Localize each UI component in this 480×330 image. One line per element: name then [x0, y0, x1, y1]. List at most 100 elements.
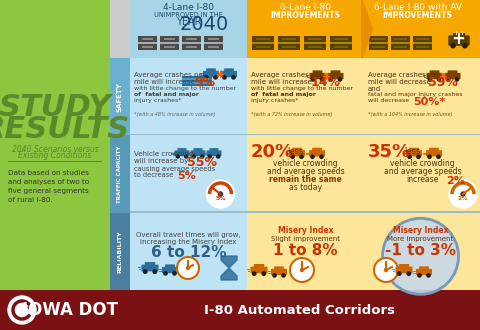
Circle shape: [184, 155, 187, 158]
Circle shape: [172, 272, 176, 275]
Text: with little change to the number: with little change to the number: [134, 86, 236, 91]
Text: 2040 Scenarios versus: 2040 Scenarios versus: [12, 145, 98, 153]
Circle shape: [262, 272, 265, 275]
Text: Existing Conditions: Existing Conditions: [18, 151, 91, 160]
Text: 5%: 5%: [177, 171, 195, 181]
Text: +: +: [451, 30, 465, 48]
Polygon shape: [361, 0, 371, 58]
Bar: [110, 135, 130, 213]
Text: 9%: 9%: [193, 76, 215, 89]
Text: and analyses of two to: and analyses of two to: [8, 179, 89, 185]
Text: UNIMPROVED IN THE: UNIMPROVED IN THE: [154, 12, 222, 18]
FancyBboxPatch shape: [162, 267, 178, 273]
Text: 5%: 5%: [215, 196, 226, 202]
FancyBboxPatch shape: [206, 68, 216, 73]
Circle shape: [373, 258, 397, 282]
Bar: [255, 46, 269, 48]
Bar: [390, 36, 409, 50]
Circle shape: [416, 155, 419, 158]
Text: *(with a 48% increase in volume): *(with a 48% increase in volume): [134, 112, 215, 117]
Bar: [204, 36, 223, 50]
Circle shape: [384, 269, 387, 272]
Circle shape: [450, 44, 454, 48]
Text: increase: increase: [406, 176, 438, 184]
Text: of  fatal and major: of fatal and major: [251, 92, 315, 97]
Circle shape: [143, 270, 147, 273]
Circle shape: [337, 78, 341, 81]
Text: fatal and major injury crashes: fatal and major injury crashes: [367, 92, 462, 97]
Bar: [110, 58, 130, 135]
Bar: [181, 76, 212, 86]
Bar: [371, 46, 384, 48]
Circle shape: [222, 76, 226, 79]
Bar: [277, 42, 300, 44]
Text: YEAR: YEAR: [175, 17, 201, 27]
Text: Overall travel times will grow,: Overall travel times will grow,: [136, 232, 240, 238]
Text: SAFETY: SAFETY: [117, 82, 123, 112]
Text: 55%: 55%: [187, 155, 216, 169]
Text: will increase by: will increase by: [134, 158, 188, 164]
FancyBboxPatch shape: [426, 73, 442, 79]
FancyBboxPatch shape: [330, 70, 340, 75]
Text: 2%: 2%: [445, 176, 465, 186]
FancyBboxPatch shape: [144, 262, 155, 267]
Circle shape: [177, 257, 199, 279]
Bar: [0, 290, 480, 330]
Bar: [181, 78, 212, 80]
Bar: [252, 36, 274, 50]
Bar: [277, 36, 300, 50]
Circle shape: [272, 274, 276, 277]
FancyBboxPatch shape: [327, 73, 343, 79]
Bar: [110, 213, 130, 290]
Text: less: less: [403, 148, 420, 156]
Circle shape: [455, 78, 458, 81]
FancyBboxPatch shape: [405, 150, 421, 156]
Circle shape: [311, 78, 314, 81]
Circle shape: [204, 76, 208, 79]
Circle shape: [460, 192, 464, 196]
Bar: [142, 38, 153, 40]
Text: mile will increase: mile will increase: [134, 79, 194, 85]
Bar: [393, 46, 406, 48]
Text: *(with a 104% increase in volume): *(with a 104% increase in volume): [367, 112, 451, 117]
FancyBboxPatch shape: [448, 36, 468, 45]
Text: Data based on studies: Data based on studies: [8, 170, 89, 176]
Bar: [130, 0, 247, 58]
Circle shape: [417, 274, 420, 277]
Text: 1 to 8%: 1 to 8%: [273, 243, 337, 258]
Text: 50%*: 50%*: [412, 97, 444, 107]
FancyBboxPatch shape: [398, 264, 408, 269]
Circle shape: [299, 155, 302, 158]
FancyBboxPatch shape: [165, 264, 175, 269]
Text: increasing the Misery Index: increasing the Misery Index: [140, 239, 236, 245]
Text: 2040: 2040: [180, 15, 228, 34]
Bar: [412, 36, 431, 50]
Bar: [303, 42, 325, 44]
FancyBboxPatch shape: [141, 265, 158, 271]
FancyBboxPatch shape: [288, 150, 304, 156]
Bar: [164, 38, 175, 40]
Circle shape: [300, 269, 303, 272]
Circle shape: [218, 192, 222, 196]
Bar: [164, 46, 175, 48]
Text: mile will increase: mile will increase: [251, 79, 311, 85]
Circle shape: [407, 155, 410, 158]
Text: less: less: [287, 148, 303, 156]
Bar: [247, 58, 363, 290]
Text: remain the same: remain the same: [269, 176, 341, 184]
Bar: [333, 46, 347, 48]
Circle shape: [319, 155, 323, 158]
FancyBboxPatch shape: [395, 267, 412, 273]
Bar: [247, 0, 363, 58]
Bar: [412, 42, 431, 44]
Circle shape: [445, 78, 449, 81]
FancyBboxPatch shape: [190, 150, 205, 156]
FancyBboxPatch shape: [429, 70, 438, 75]
Circle shape: [216, 155, 219, 158]
Circle shape: [231, 76, 235, 79]
Bar: [138, 42, 156, 44]
Bar: [207, 38, 218, 40]
Bar: [393, 38, 406, 40]
Text: and average speeds: and average speeds: [383, 168, 460, 177]
Text: Slight improvement: Slight improvement: [270, 236, 339, 242]
